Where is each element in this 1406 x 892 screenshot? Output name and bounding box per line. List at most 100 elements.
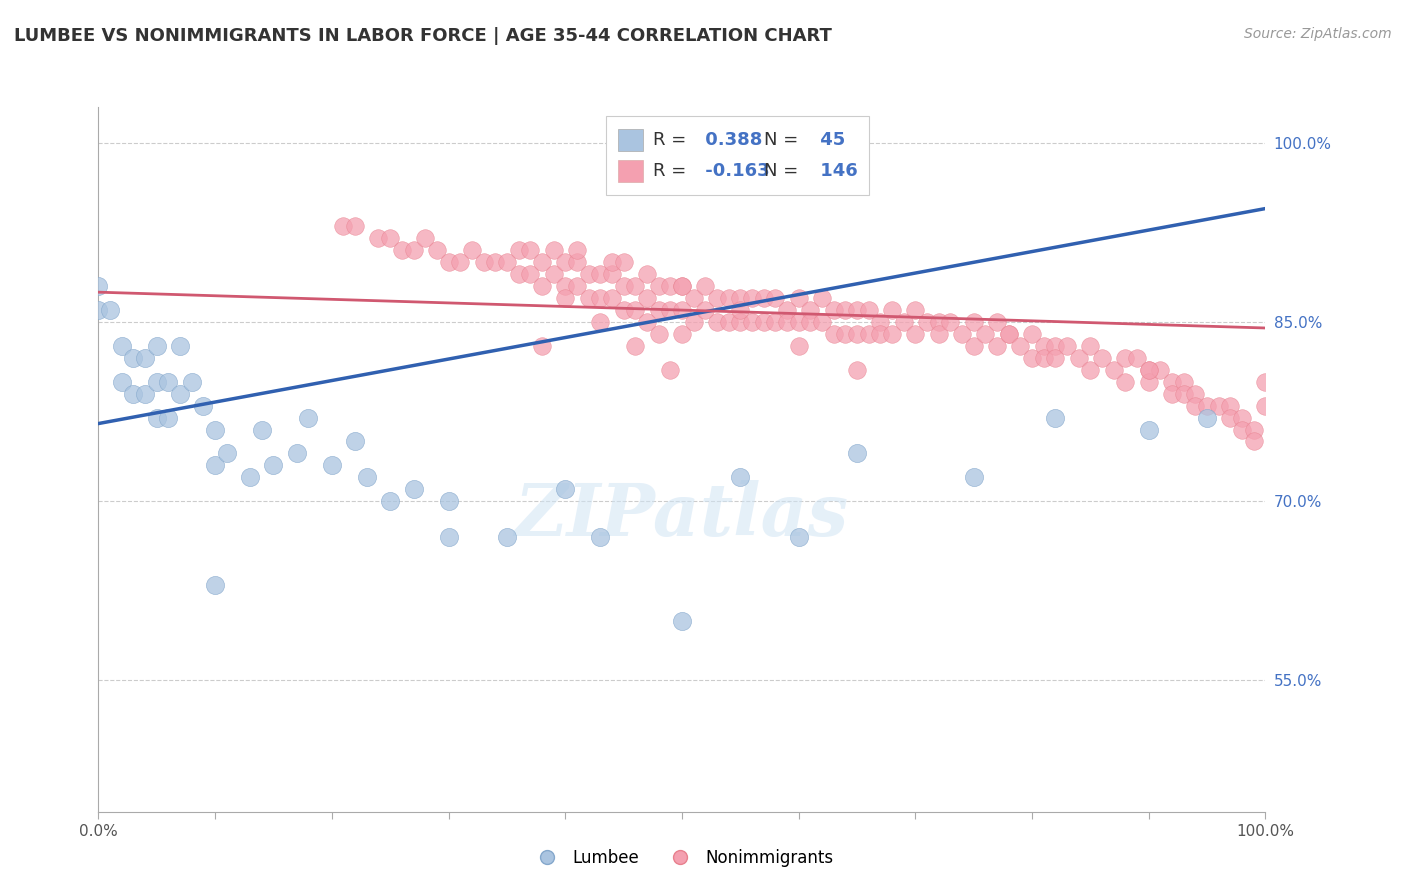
Point xyxy=(472,255,495,269)
Text: R =: R = xyxy=(652,162,686,180)
Point xyxy=(600,291,623,305)
Point xyxy=(787,339,810,353)
Point xyxy=(1195,399,1218,413)
Point xyxy=(565,255,588,269)
Point xyxy=(1184,399,1206,413)
FancyBboxPatch shape xyxy=(617,128,644,152)
Point xyxy=(730,291,752,305)
Point xyxy=(589,267,612,281)
Point xyxy=(659,363,682,377)
Point xyxy=(730,315,752,329)
Point xyxy=(893,315,915,329)
Point xyxy=(578,267,600,281)
Point xyxy=(122,386,145,401)
Point xyxy=(496,530,519,544)
Point xyxy=(776,315,799,329)
Point xyxy=(741,291,763,305)
Point xyxy=(215,446,238,460)
Point xyxy=(1230,423,1253,437)
Point xyxy=(239,470,262,484)
Point xyxy=(1219,410,1241,425)
Point xyxy=(600,255,623,269)
Point xyxy=(530,279,553,293)
Point xyxy=(869,326,891,341)
Point xyxy=(122,351,145,365)
Point xyxy=(997,326,1019,341)
Point xyxy=(589,315,612,329)
Point xyxy=(636,291,658,305)
Point xyxy=(962,315,984,329)
Point xyxy=(87,279,110,293)
Point xyxy=(146,410,169,425)
Point xyxy=(752,315,775,329)
Point xyxy=(589,530,612,544)
Point xyxy=(613,255,636,269)
Point xyxy=(1137,363,1160,377)
Point xyxy=(1045,339,1067,353)
FancyBboxPatch shape xyxy=(617,160,644,183)
Point xyxy=(613,303,636,318)
Point xyxy=(578,291,600,305)
Point xyxy=(763,315,786,329)
FancyBboxPatch shape xyxy=(606,116,869,195)
Point xyxy=(1254,375,1277,389)
Point xyxy=(1208,399,1230,413)
Point xyxy=(1161,375,1184,389)
Point xyxy=(706,291,728,305)
Point xyxy=(519,244,541,258)
Point xyxy=(1091,351,1114,365)
Point xyxy=(799,315,821,329)
Point xyxy=(730,470,752,484)
Point xyxy=(98,303,121,318)
Point xyxy=(530,339,553,353)
Point xyxy=(974,326,997,341)
Point xyxy=(554,279,576,293)
Point xyxy=(297,410,319,425)
Point xyxy=(554,482,576,496)
Point xyxy=(939,315,962,329)
Point xyxy=(986,339,1008,353)
Point xyxy=(111,339,134,353)
Text: 0.388: 0.388 xyxy=(699,131,763,149)
Point xyxy=(763,291,786,305)
Point xyxy=(157,375,180,389)
Point xyxy=(356,470,378,484)
Text: LUMBEE VS NONIMMIGRANTS IN LABOR FORCE | AGE 35-44 CORRELATION CHART: LUMBEE VS NONIMMIGRANTS IN LABOR FORCE |… xyxy=(14,27,832,45)
Point xyxy=(915,315,938,329)
Point xyxy=(484,255,506,269)
Point xyxy=(554,291,576,305)
Point xyxy=(1080,339,1102,353)
Point xyxy=(682,291,704,305)
Point xyxy=(193,399,215,413)
Point xyxy=(461,244,484,258)
Point xyxy=(834,326,856,341)
Point xyxy=(1137,423,1160,437)
Text: 146: 146 xyxy=(814,162,858,180)
Point xyxy=(671,303,693,318)
Point xyxy=(1243,434,1265,449)
Text: 45: 45 xyxy=(814,131,845,149)
Point xyxy=(717,315,740,329)
Point xyxy=(508,244,530,258)
Point xyxy=(659,303,682,318)
Point xyxy=(928,326,950,341)
Point xyxy=(787,291,810,305)
Point xyxy=(600,267,623,281)
Point xyxy=(1114,351,1136,365)
Text: Source: ZipAtlas.com: Source: ZipAtlas.com xyxy=(1244,27,1392,41)
Point xyxy=(846,303,869,318)
Point xyxy=(146,339,169,353)
Text: ZIPatlas: ZIPatlas xyxy=(515,480,849,551)
Point xyxy=(624,303,647,318)
Point xyxy=(1114,375,1136,389)
Point xyxy=(543,244,565,258)
Point xyxy=(496,255,519,269)
Point xyxy=(391,244,413,258)
Point xyxy=(1045,410,1067,425)
Point xyxy=(449,255,471,269)
Point xyxy=(1137,363,1160,377)
Point xyxy=(1032,339,1054,353)
Point xyxy=(717,291,740,305)
Point xyxy=(671,279,693,293)
Point xyxy=(787,530,810,544)
